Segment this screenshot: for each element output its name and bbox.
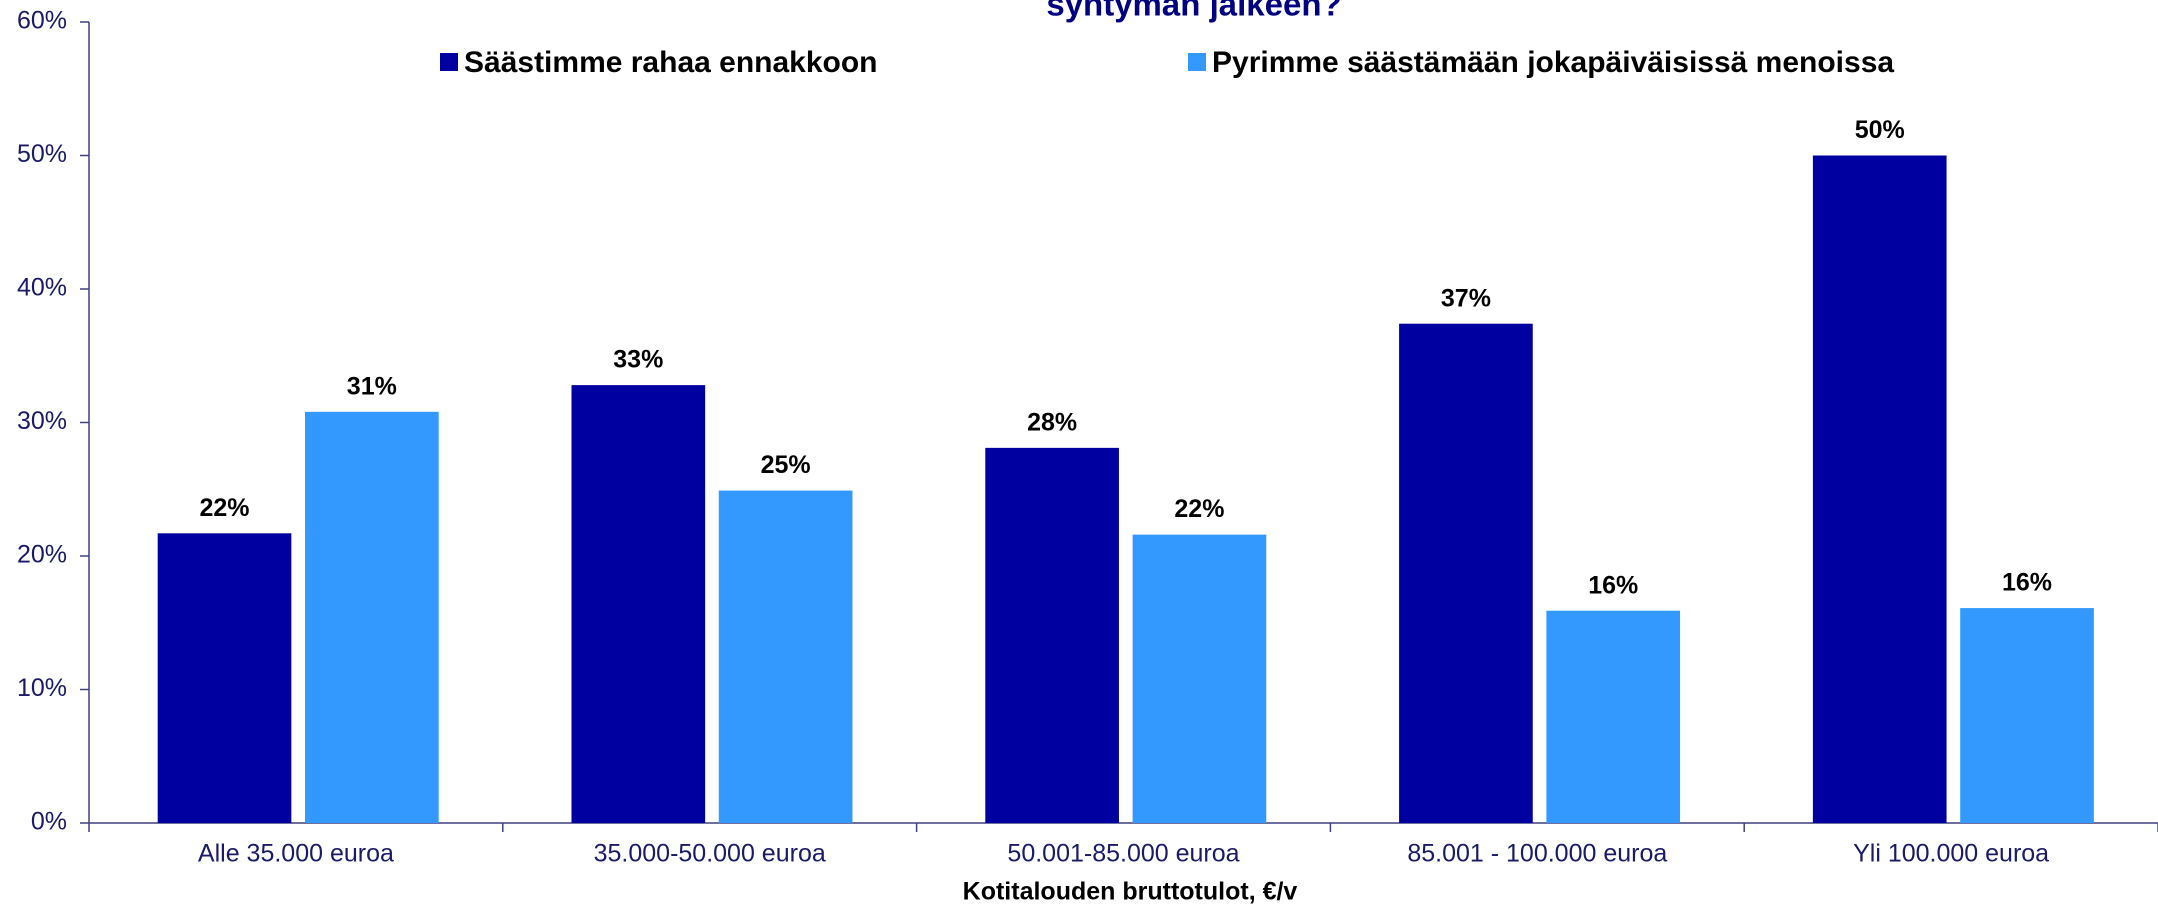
y-tick-label: 0% xyxy=(31,808,67,836)
value-label: 16% xyxy=(1588,571,1638,599)
x-tick-label: 50.001-85.000 euroa xyxy=(1007,840,1239,868)
bar xyxy=(1399,323,1533,823)
x-tick-label: 85.001 - 100.000 euroa xyxy=(1407,840,1667,868)
value-label: 22% xyxy=(1174,495,1224,523)
bar xyxy=(1546,610,1681,823)
bar xyxy=(571,385,706,823)
y-tick-label: 60% xyxy=(17,7,67,35)
value-label: 25% xyxy=(761,451,811,479)
y-tick-label: 40% xyxy=(17,274,67,302)
x-tick-label: Yli 100.000 euroa xyxy=(1853,840,2049,868)
y-tick-label: 10% xyxy=(17,674,67,702)
x-axis-label: Kotitalouden bruttotulot, €/v xyxy=(963,878,1298,906)
bar xyxy=(718,490,853,823)
legend-label: Säästimme rahaa ennakkoon xyxy=(464,46,878,79)
y-tick-label: 50% xyxy=(17,140,67,168)
x-tick-label: Alle 35.000 euroa xyxy=(198,840,394,868)
value-label: 50% xyxy=(1855,116,1905,144)
x-tick-label: 35.000-50.000 euroa xyxy=(594,840,826,868)
bar xyxy=(1960,608,2094,823)
bar xyxy=(1132,534,1267,823)
bar xyxy=(157,533,292,823)
y-tick-label: 20% xyxy=(17,541,67,569)
bar xyxy=(305,411,439,823)
legend-swatch xyxy=(1188,53,1206,71)
value-label: 37% xyxy=(1441,284,1491,312)
value-label: 22% xyxy=(199,494,249,522)
y-tick-label: 30% xyxy=(17,407,67,435)
value-label: 31% xyxy=(347,372,397,400)
bar xyxy=(985,447,1119,823)
bar xyxy=(1812,155,1947,823)
legend-swatch xyxy=(440,53,458,71)
value-label: 33% xyxy=(613,346,663,374)
value-label: 28% xyxy=(1027,408,1077,436)
value-label: 16% xyxy=(2002,569,2052,597)
chart-title: syntymän jälkeen? xyxy=(1046,0,1341,23)
legend-label: Pyrimme säästämään jokapäiväisissä menoi… xyxy=(1212,46,1894,79)
